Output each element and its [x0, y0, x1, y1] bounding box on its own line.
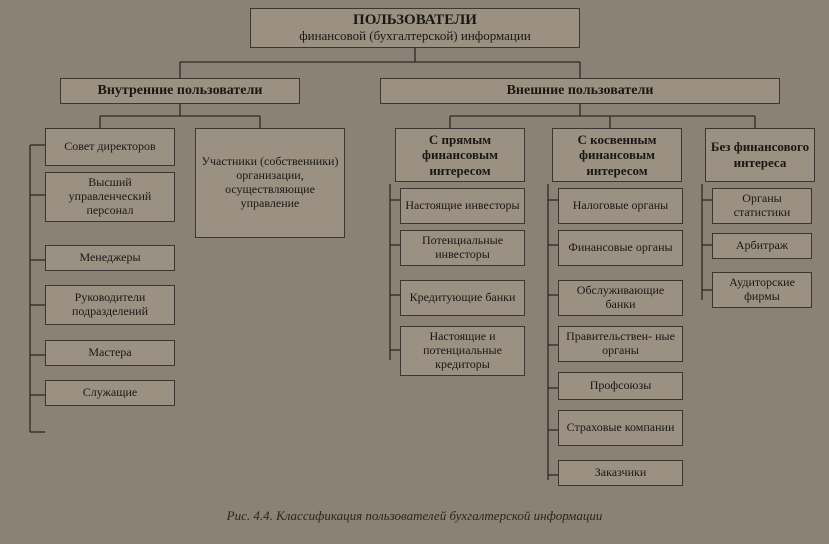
item-label: Страховые компании: [567, 421, 675, 435]
item-label: Настоящие инвесторы: [405, 199, 519, 213]
figure-caption: Рис. 4.4. Классификация пользователей бу…: [0, 508, 829, 524]
none-header: Без финансового интереса: [705, 128, 815, 182]
indirect-item: Налоговые органы: [558, 188, 683, 224]
none-item: Арбитраж: [712, 233, 812, 259]
indirect-item: Обслуживающие банки: [558, 280, 683, 316]
item-label: Менеджеры: [79, 251, 140, 265]
item-label: Заказчики: [595, 466, 647, 480]
item-label: Мастера: [88, 346, 131, 360]
internal-item: Менеджеры: [45, 245, 175, 271]
none-title: Без финансового интереса: [706, 139, 814, 170]
external-title: Внешние пользователи: [507, 83, 654, 99]
indirect-item: Профсоюзы: [558, 372, 683, 400]
item-label: Правительствен- ные органы: [563, 330, 678, 358]
item-label: Профсоюзы: [590, 379, 652, 393]
internal-header: Внутренние пользователи: [60, 78, 300, 104]
item-label: Кредитующие банки: [410, 291, 516, 305]
none-item: Аудиторские фирмы: [712, 272, 812, 308]
indirect-item: Заказчики: [558, 460, 683, 486]
direct-item: Кредитующие банки: [400, 280, 525, 316]
none-item: Органы статистики: [712, 188, 812, 224]
item-label: Служащие: [83, 386, 137, 400]
direct-title: С прямым финансовым интересом: [396, 132, 524, 179]
item-label: Обслуживающие банки: [563, 284, 678, 312]
item-label: Потенциальные инвесторы: [405, 234, 520, 262]
root-box: ПОЛЬЗОВАТЕЛИ финансовой (бухгалтерской) …: [250, 8, 580, 48]
direct-item: Потенциальные инвесторы: [400, 230, 525, 266]
root-subtitle: финансовой (бухгалтерской) информации: [299, 29, 531, 44]
item-label: Участники (собственники) организации, ос…: [200, 155, 340, 210]
item-label: Арбитраж: [736, 239, 788, 253]
caption-text: Рис. 4.4. Классификация пользователей бу…: [227, 508, 603, 523]
internal-item: Руководители подразделений: [45, 285, 175, 325]
item-label: Налоговые органы: [573, 199, 669, 213]
internal-item: Совет директоров: [45, 128, 175, 166]
indirect-title: С косвенным финансовым интересом: [553, 132, 681, 179]
item-label: Финансовые органы: [568, 241, 672, 255]
item-label: Совет директоров: [64, 140, 155, 154]
external-header: Внешние пользователи: [380, 78, 780, 104]
item-label: Высший управленческий персонал: [50, 176, 170, 217]
internal-item: Высший управленческий персонал: [45, 172, 175, 222]
indirect-item: Страховые компании: [558, 410, 683, 446]
direct-item: Настоящие и потенциальные кредиторы: [400, 326, 525, 376]
direct-item: Настоящие инвесторы: [400, 188, 525, 224]
item-label: Аудиторские фирмы: [717, 276, 807, 304]
indirect-item: Финансовые органы: [558, 230, 683, 266]
indirect-header: С косвенным финансовым интересом: [552, 128, 682, 182]
internal-item: Мастера: [45, 340, 175, 366]
internal-title: Внутренние пользователи: [98, 83, 263, 99]
internal-item: Служащие: [45, 380, 175, 406]
item-label: Органы статистики: [717, 192, 807, 220]
item-label: Настоящие и потенциальные кредиторы: [405, 330, 520, 371]
internal-right-item: Участники (собственники) организации, ос…: [195, 128, 345, 238]
direct-header: С прямым финансовым интересом: [395, 128, 525, 182]
item-label: Руководители подразделений: [50, 291, 170, 319]
indirect-item: Правительствен- ные органы: [558, 326, 683, 362]
root-title: ПОЛЬЗОВАТЕЛИ: [353, 12, 477, 29]
